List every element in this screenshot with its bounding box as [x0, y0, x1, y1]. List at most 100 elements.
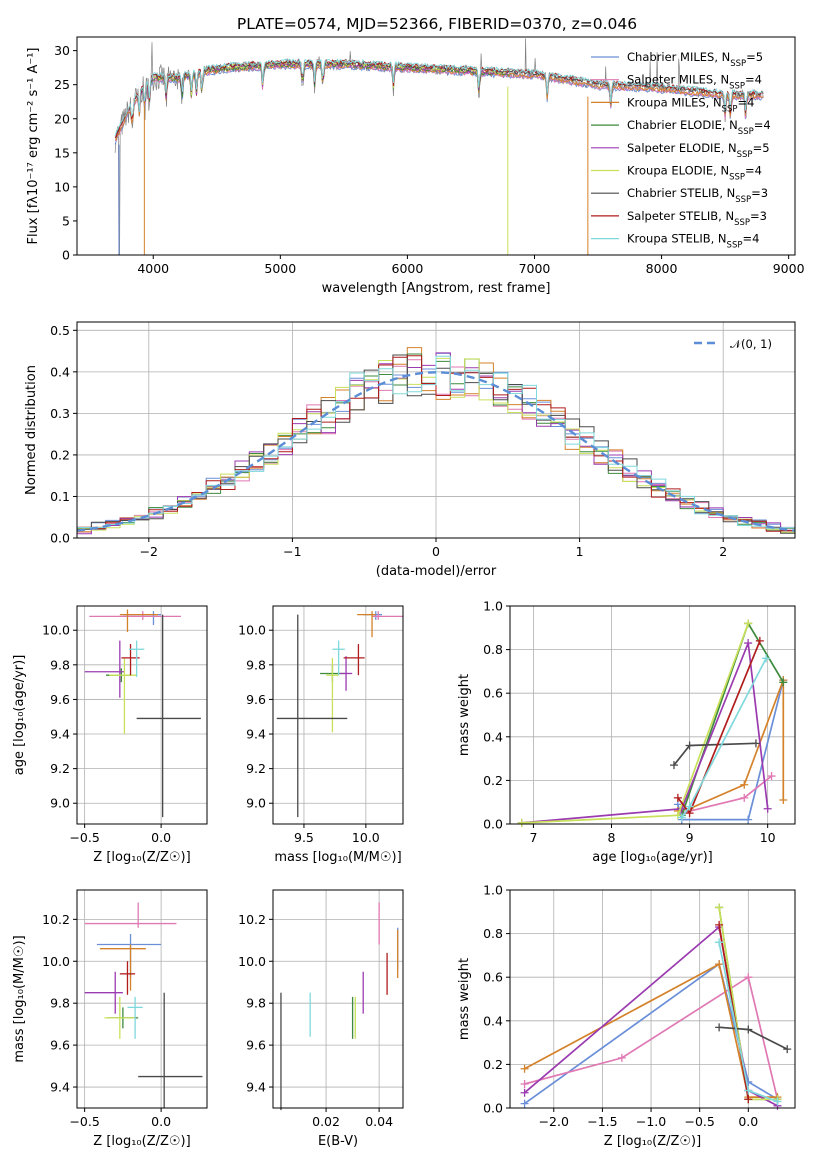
weight-point-marker [744, 815, 753, 824]
weight-series-line [521, 642, 769, 824]
weight-point-marker [673, 793, 682, 802]
weight-point-marker [520, 1064, 529, 1073]
x-tick-label: 7000 [519, 261, 551, 276]
x-tick-label: 5000 [264, 261, 296, 276]
weight-point-marker [779, 678, 788, 687]
legend-entry: Kroupa MILES, NSSP=4 [627, 95, 754, 114]
x-tick-label: 6000 [392, 261, 424, 276]
y-tick-label: 15 [54, 145, 70, 160]
weight-point-marker [744, 639, 753, 648]
y-tick-label: 0.0 [483, 1101, 503, 1116]
x-tick-label: −1.0 [636, 1114, 666, 1129]
x-tick-label: 0.0 [151, 1114, 171, 1129]
weight-point-marker [740, 780, 749, 789]
plot-frame [509, 605, 796, 825]
x-tick-label: 4000 [137, 261, 169, 276]
legend-entry: Salpeter MILES, NSSP=4 [627, 73, 762, 92]
x-tick-label: −2.0 [539, 1114, 569, 1129]
x-tick-label: 0.04 [365, 1114, 393, 1129]
y-tick-label: 0.5 [50, 323, 70, 338]
x-tick-label: 0.0 [151, 830, 171, 845]
plot-frame [272, 889, 404, 1109]
weight-point-marker [751, 739, 760, 748]
y-tick-label: 10 [54, 179, 70, 194]
normal-reference-curve [76, 371, 796, 532]
y-tick-label: 9.2 [50, 761, 70, 776]
y-tick-label: 9.6 [50, 692, 70, 707]
x-axis-label: Z [log₁₀(Z/Z☉)] [93, 1134, 190, 1149]
y-tick-label: 9.0 [50, 796, 70, 811]
mass-vs-extinction-panel: 0.02 0.04 9.4 9.6 9.8 10.0 10.2 E(B-V) [238, 889, 404, 1149]
y-tick-label: 9.6 [246, 1038, 266, 1053]
weight-vs-age-panel: 7 8 9 10 0.0 0.2 0.4 0.6 0.8 1.0 age [log₁₀(age/yr… [457, 599, 796, 865]
y-tick-label: 0.2 [483, 1057, 503, 1072]
x-tick-label: 2 [719, 544, 727, 559]
y-tick-label: 25 [54, 77, 70, 92]
y-tick-label: 9.4 [50, 727, 70, 742]
y-tick-label: 5 [62, 213, 70, 228]
plot-frame [272, 605, 404, 825]
weight-point-marker [715, 1023, 724, 1032]
y-tick-label: 9.6 [50, 1038, 70, 1053]
x-axis-label: (data-model)/error [376, 564, 497, 579]
weight-point-marker [744, 1095, 753, 1104]
y-tick-label: 9.0 [246, 796, 266, 811]
y-tick-label: 1.0 [483, 599, 503, 614]
y-tick-label: 1.0 [483, 883, 503, 898]
weight-point-marker [744, 1086, 753, 1095]
y-tick-label: 9.4 [246, 1080, 266, 1095]
x-tick-label: 0.0 [738, 1114, 758, 1129]
weight-point-marker [755, 636, 764, 645]
weight-point-marker [740, 793, 749, 802]
legend-entry: Salpeter STELIB, NSSP=3 [627, 209, 767, 228]
weight-point-marker [744, 619, 753, 628]
y-tick-label: 0.6 [483, 970, 503, 985]
y-tick-label: 0 [62, 248, 70, 263]
weight-point-marker [520, 1088, 529, 1097]
weight-point-marker [744, 1025, 753, 1034]
age-vs-mass-panel: 9.5 10.0 9.0 9.2 9.4 9.6 9.8 10.0 mass [log₁₀(M/… [238, 605, 404, 865]
x-tick-label: 10.0 [352, 830, 380, 845]
legend-entry: Chabrier ELODIE, NSSP=4 [627, 118, 771, 137]
legend-entry: Kroupa ELODIE, NSSP=4 [627, 164, 762, 183]
x-tick-label: 8 [608, 830, 616, 845]
y-tick-label: 20 [54, 111, 70, 126]
y-axis-label: mass weight [457, 674, 472, 756]
weight-series-line [673, 742, 757, 766]
legend-entry: 𝒩(0, 1) [730, 337, 772, 351]
y-tick-label: 0.0 [50, 531, 70, 546]
x-axis-label: Z [log₁₀(Z/Z☉)] [604, 1134, 701, 1149]
weight-point-marker [685, 802, 694, 811]
x-tick-label: 9000 [773, 261, 805, 276]
y-tick-label: 10.2 [42, 912, 70, 927]
weight-point-marker [715, 920, 724, 929]
y-tick-label: 0.0 [483, 817, 503, 832]
weight-point-marker [669, 761, 678, 770]
y-tick-label: 0.2 [483, 773, 503, 788]
y-tick-label: 10.0 [238, 954, 266, 969]
y-tick-label: 10.0 [238, 623, 266, 638]
residual-histogram-series [77, 355, 795, 532]
y-tick-label: 0.3 [50, 406, 70, 421]
weight-series-line [719, 1026, 788, 1050]
x-tick-label: 10 [760, 830, 776, 845]
y-tick-label: 0.4 [483, 729, 503, 744]
weight-point-marker [617, 1053, 626, 1062]
y-tick-label: 9.8 [50, 657, 70, 672]
plot-frame [509, 889, 796, 1109]
age-vs-metallicity-panel: −0.5 0.0 9.0 9.2 9.4 9.6 9.8 10.0 Z [log₁₀(Z/Z☉)… [12, 605, 208, 865]
weight-point-marker [783, 1045, 792, 1054]
y-tick-label: 9.4 [50, 1080, 70, 1095]
y-tick-label: 9.2 [246, 761, 266, 776]
x-axis-label: Z [log₁₀(Z/Z☉)] [93, 850, 190, 865]
legend-entry: Kroupa STELIB, NSSP=4 [627, 232, 759, 251]
y-tick-label: 0.4 [483, 1013, 503, 1028]
x-tick-label: −1.5 [587, 1114, 617, 1129]
y-axis-label: mass [log₁₀(M/M☉)] [12, 935, 27, 1062]
y-tick-label: 9.4 [246, 727, 266, 742]
model-spectrum-series [115, 62, 764, 141]
x-tick-label: −0.5 [69, 1114, 99, 1129]
y-tick-label: 0.1 [50, 489, 70, 504]
weight-point-marker [767, 772, 776, 781]
weight-point-marker [520, 1080, 529, 1089]
